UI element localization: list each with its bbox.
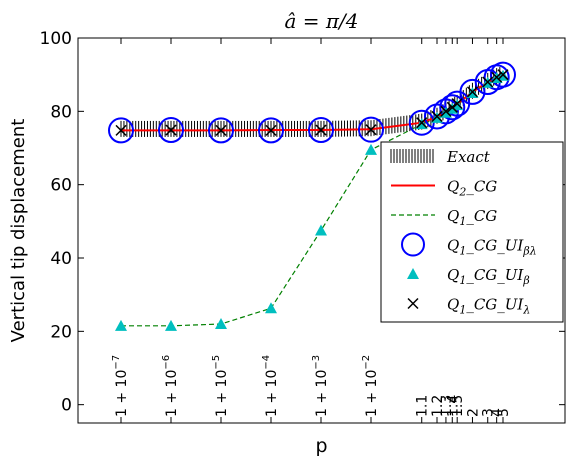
legend-item-exact: Exact [390, 148, 491, 166]
legend-label: Q1_CG_UIβ [447, 266, 530, 287]
svg-text:1 + 10−6: 1 + 10−6 [161, 355, 180, 417]
svg-text:5: 5 [496, 408, 512, 417]
circle-marker [208, 117, 234, 144]
svg-text:1 + 10−7: 1 + 10−7 [111, 355, 130, 417]
x-marker [115, 124, 127, 136]
x-marker [165, 124, 177, 136]
circle-marker [490, 61, 516, 88]
axes-layer [77, 37, 566, 424]
series-q1-cg-ui-lambda [115, 69, 509, 136]
x-marker [215, 124, 227, 136]
x-marker [491, 71, 503, 83]
legend-item-q2cg: Q2_CG [391, 178, 497, 199]
y-tick-label: 60 [50, 176, 72, 196]
x-tick-label: 1 + 10−2 [361, 355, 380, 417]
circle-marker [439, 94, 466, 121]
y-tick-label: 80 [50, 102, 72, 122]
legend-label: Q1_CG [447, 207, 497, 228]
svg-text:1 + 10−5: 1 + 10−5 [211, 355, 230, 417]
x-axis-label: p [315, 435, 327, 457]
x-tick-label: 1.5 [450, 395, 466, 417]
series-layer [108, 61, 516, 331]
x-marker [466, 86, 478, 98]
x-marker [482, 76, 494, 88]
triangle-marker [115, 319, 127, 331]
svg-text:1 + 10−2: 1 + 10−2 [361, 355, 380, 417]
legend-x [407, 297, 419, 310]
x-tick-label: 1 + 10−6 [161, 355, 180, 417]
x-marker [440, 105, 452, 117]
svg-text:1 + 10−3: 1 + 10−3 [311, 355, 330, 417]
legend-item-q1cg: Q1_CG [391, 207, 497, 228]
x-marker [446, 101, 458, 113]
x-tick-label: 1 + 10−3 [311, 355, 330, 417]
x-tick-label: 1 + 10−4 [261, 355, 280, 417]
legend-label: Q1_CG_UIβλ [447, 237, 537, 258]
triangle-marker [215, 318, 227, 329]
svg-text:2: 2 [465, 408, 481, 417]
legend-box [380, 141, 564, 323]
chart-title: â = π/4 [284, 9, 358, 33]
x-tick-label: 5 [496, 408, 512, 417]
y-tick-label: 100 [40, 29, 72, 49]
text-layer: 0 20 40 60 80 100 1 + 10−7 1 + 10−6 1 + 10−5 1 + … [8, 9, 512, 457]
circle-marker [158, 117, 184, 144]
legend-label: Q2_CG [447, 178, 497, 199]
x-tick-label: 1.3 [439, 395, 455, 417]
x-marker [315, 124, 327, 136]
circle-marker [308, 117, 334, 144]
svg-text:1.4: 1.4 [445, 395, 461, 417]
svg-text:1.5: 1.5 [450, 395, 466, 417]
circle-marker [258, 117, 284, 144]
circle-marker [108, 117, 134, 144]
circle-marker [459, 78, 486, 105]
x-tick-label: 3 [481, 408, 497, 417]
triangle-marker [315, 224, 327, 236]
x-tick-label: 1 + 10−7 [111, 355, 130, 417]
x-marker [416, 117, 428, 129]
triangle-marker [165, 319, 177, 331]
x-tick-label: 1.2 [430, 395, 446, 417]
circle-marker [358, 116, 384, 143]
svg-text:3: 3 [481, 408, 497, 417]
y-tick-label: 0 [61, 396, 72, 416]
svg-text:1.3: 1.3 [439, 395, 455, 417]
x-marker [451, 98, 463, 110]
legend-item-q1l: Q1_CG_UIλ [407, 296, 530, 317]
y-tick-label: 20 [50, 322, 72, 342]
legend: Exact Q2_CG Q1_CG Q1_CG_UIβλ Q1_CG_UIβ Q1_CG_… [380, 141, 564, 323]
x-tick-label: 4 [490, 408, 506, 417]
legend-label: Exact [446, 148, 491, 166]
svg-text:1 + 10−4: 1 + 10−4 [261, 355, 280, 417]
x-tick-label: 1.1 [415, 395, 431, 417]
legend-label: Q1_CG_UIλ [447, 296, 530, 317]
triangle-marker [365, 143, 377, 155]
x-tick-label: 1 + 10−5 [211, 355, 230, 417]
x-marker [365, 124, 377, 136]
x-marker [431, 110, 443, 122]
x-marker [265, 124, 277, 136]
y-axis-label: Vertical tip displacement [8, 119, 29, 343]
y-tick-label: 40 [50, 249, 72, 269]
x-tick-label: 2 [465, 408, 481, 417]
svg-text:1.2: 1.2 [430, 395, 446, 417]
svg-text:1.1: 1.1 [415, 395, 431, 417]
x-marker [497, 69, 509, 81]
legend-circle [401, 232, 425, 257]
triangle-marker [265, 302, 277, 314]
x-tick-label: 1.4 [445, 395, 461, 417]
svg-text:4: 4 [490, 408, 506, 417]
legend-triangle [407, 268, 419, 279]
legend-item-q1bl: Q1_CG_UIβλ [401, 232, 537, 258]
legend-item-q1b: Q1_CG_UIβ [407, 266, 530, 287]
